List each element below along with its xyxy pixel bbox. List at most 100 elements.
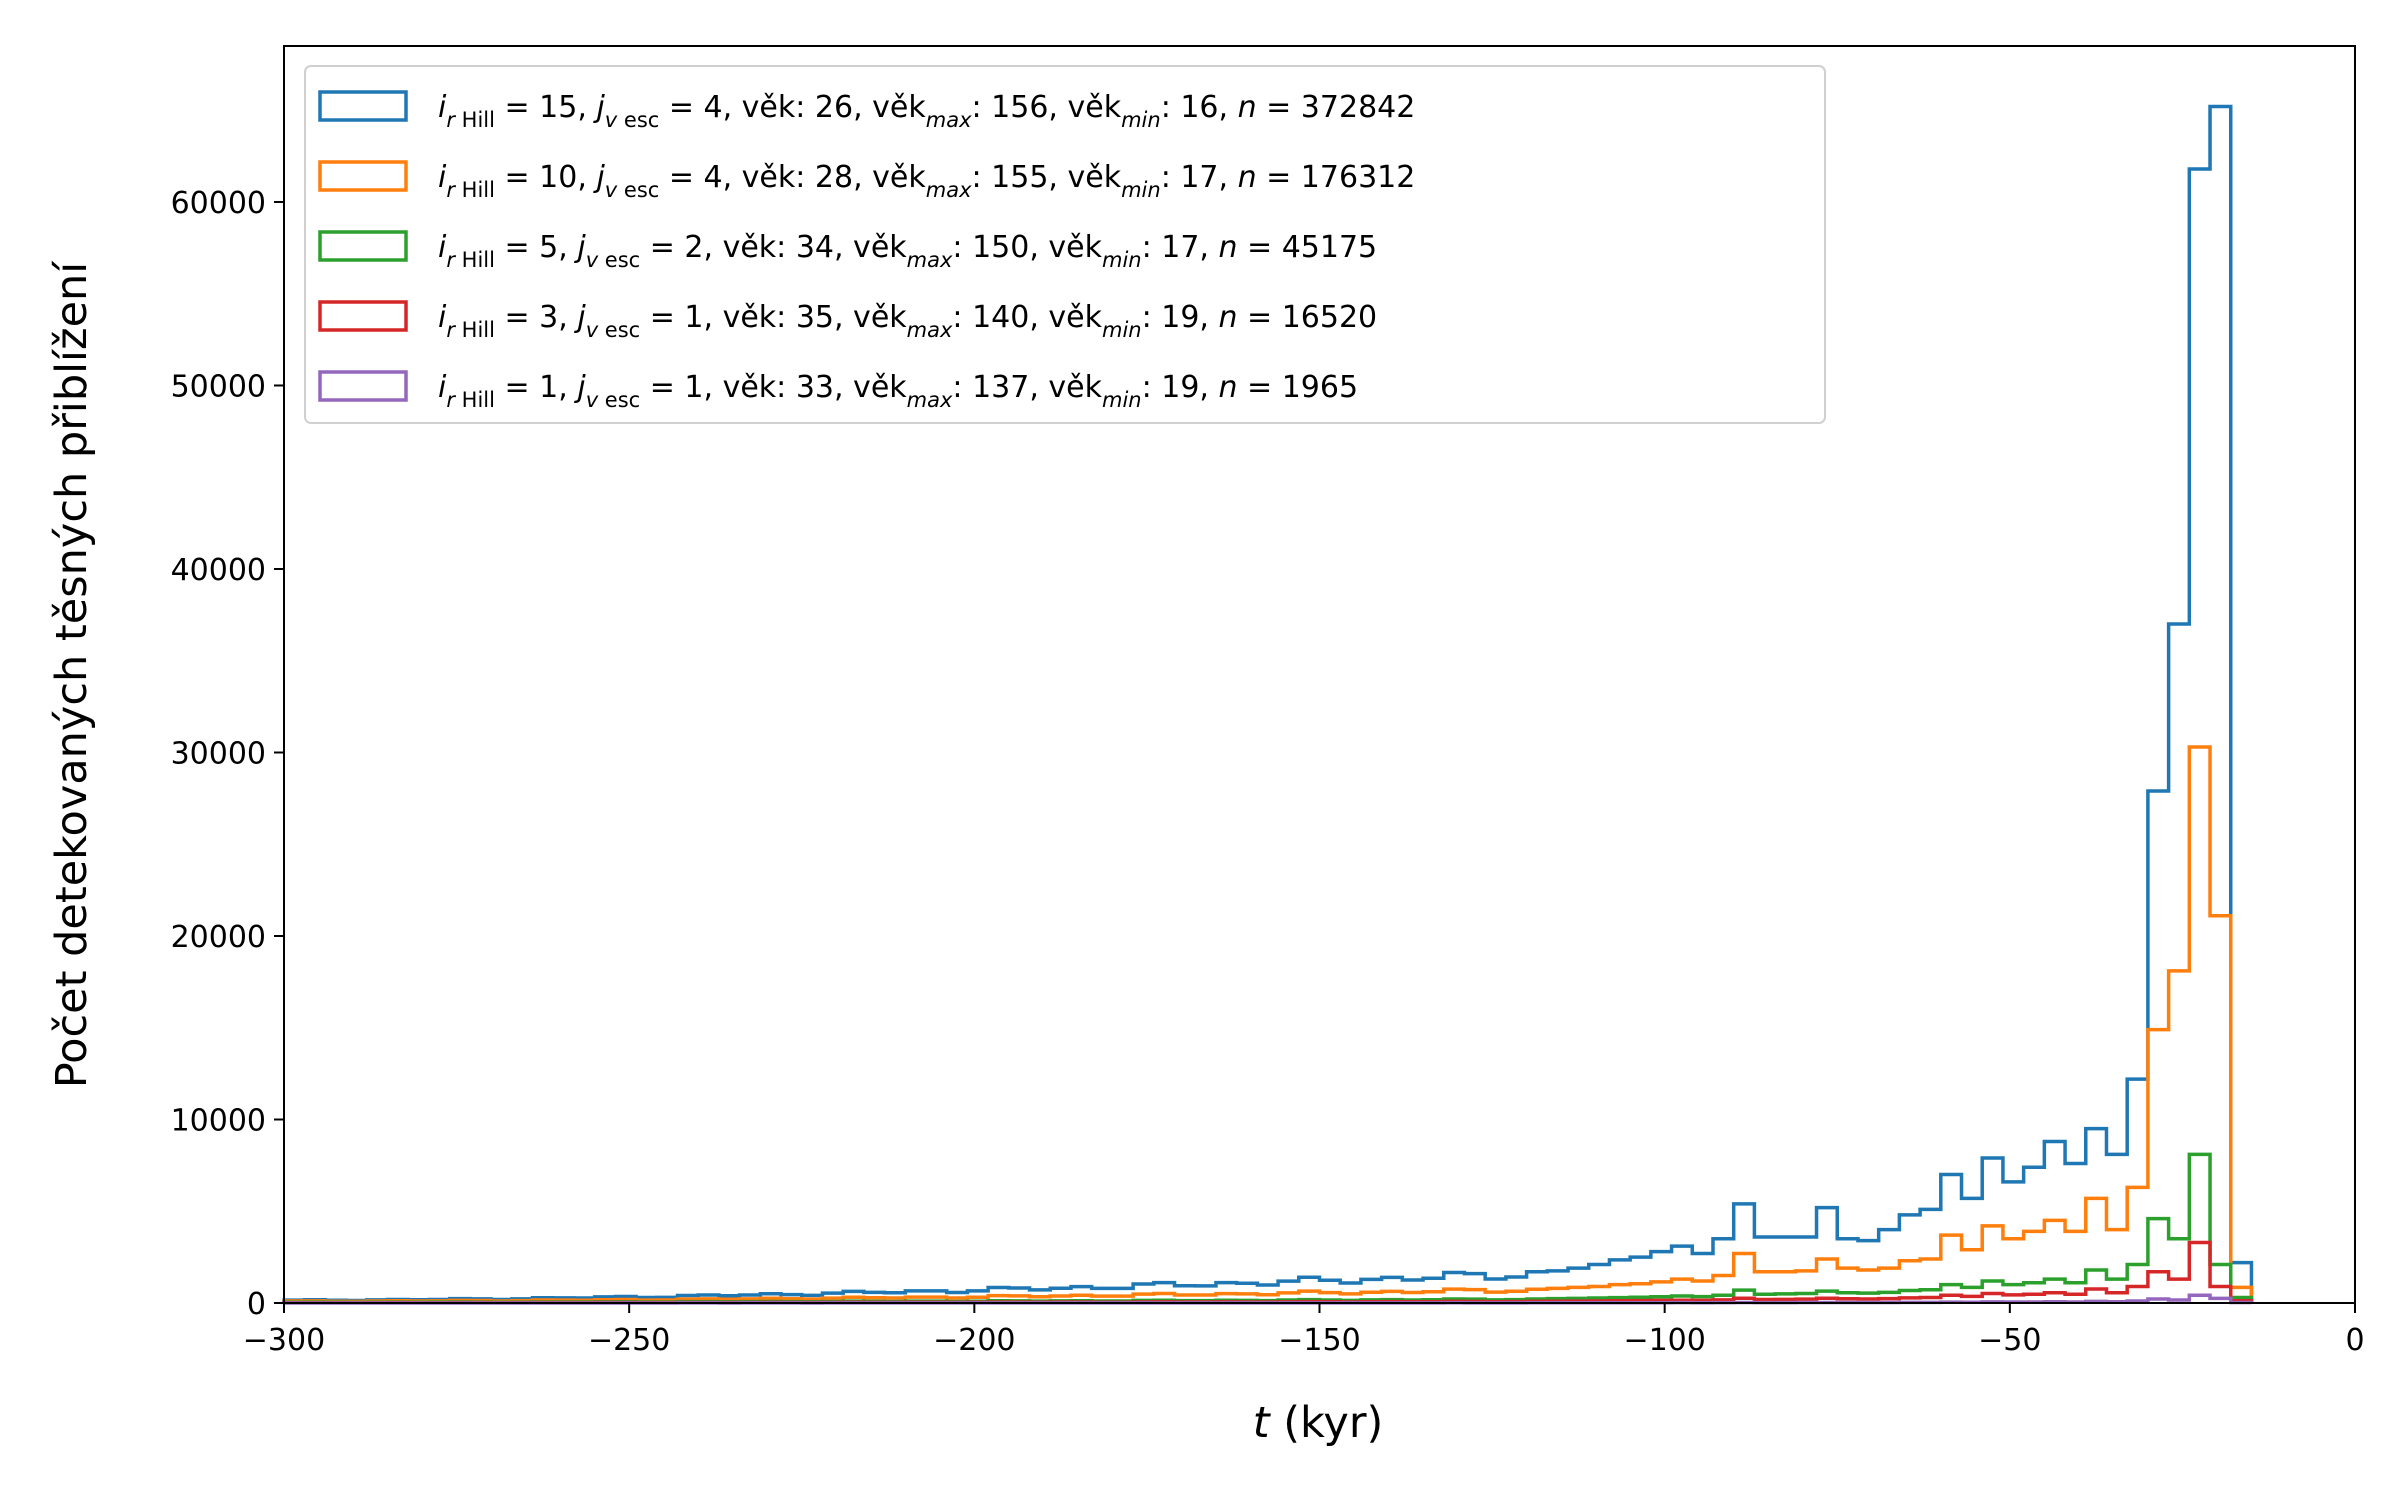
legend-subscript: max — [926, 178, 972, 202]
series-1-outline — [282, 104, 2254, 1303]
legend-text-part: = 3, — [495, 300, 577, 335]
legend-text-part: = 16520 — [1238, 300, 1378, 335]
legend-text-part: r — [446, 318, 456, 342]
legend-text-part: n — [1218, 370, 1237, 405]
legend-subscript: v esc — [586, 248, 641, 272]
legend-text-part: v — [605, 108, 618, 132]
legend-entry: ir Hill = 10, jv esc = 4, věk: 28, věkma… — [318, 160, 1415, 202]
legend-text-part: = 45175 — [1238, 230, 1378, 265]
legend-text-part: : 150, věk — [952, 230, 1102, 265]
y-tick-label: 0 — [247, 1287, 266, 1322]
legend-text-part: r — [446, 178, 456, 202]
y-tick-label: 60000 — [171, 186, 266, 221]
legend-entry: ir Hill = 3, jv esc = 1, věk: 35, věkmax… — [318, 300, 1377, 342]
legend-subscript: max — [907, 248, 953, 272]
legend-text-part: i — [438, 300, 447, 335]
legend-text-part: esc — [598, 248, 640, 272]
legend-text-part: n — [1238, 160, 1257, 195]
legend-subscript: r Hill — [446, 318, 495, 342]
x-tick-label: −200 — [933, 1323, 1015, 1358]
legend-text-part: esc — [598, 318, 640, 342]
legend-text-part: r — [446, 248, 456, 272]
legend-text-part: : 19, — [1142, 300, 1219, 335]
legend-subscript: r Hill — [446, 388, 495, 412]
legend-text-part: j — [573, 370, 586, 405]
legend-text-part: = 1, věk: 33, věk — [640, 370, 907, 405]
legend-subscript: v esc — [586, 388, 641, 412]
legend-subscript: r Hill — [446, 178, 495, 202]
legend-text-part: j — [592, 90, 605, 125]
legend-text-part: = 4, věk: 26, věk — [659, 90, 926, 125]
legend-text-part: v — [586, 318, 599, 342]
legend-subscript: v esc — [586, 318, 641, 342]
legend-entry: ir Hill = 5, jv esc = 2, věk: 34, věkmax… — [318, 230, 1378, 272]
legend-subscript: min — [1102, 388, 1142, 412]
legend-frame — [304, 65, 1826, 424]
x-tick-label: −100 — [1623, 1323, 1705, 1358]
legend-text-part: r — [446, 388, 456, 412]
legend-text-part: esc — [617, 178, 659, 202]
legend-text-part: = 5, — [495, 230, 577, 265]
legend-text-part: = 4, věk: 28, věk — [659, 160, 926, 195]
legend-label: ir Hill = 3, jv esc = 1, věk: 35, věkmax… — [438, 300, 1377, 342]
x-tick-label: 0 — [2345, 1323, 2364, 1358]
legend-subscript: max — [907, 388, 953, 412]
histogram-bin — [2210, 916, 2231, 1303]
y-tick-label: 10000 — [171, 1103, 266, 1138]
legend-text-part: n — [1218, 230, 1237, 265]
legend-text-part: = 15, — [495, 90, 596, 125]
legend-swatch — [318, 370, 408, 402]
y-axis: 0 10000 20000 30000 40000 50000 60000 — [171, 186, 284, 1322]
legend-text-part: = 1, — [495, 370, 577, 405]
x-tick-label: −300 — [243, 1323, 325, 1358]
legend-text-part: Hill — [455, 108, 495, 132]
legend-text-part: : 156, věk — [972, 90, 1122, 125]
y-tick-label: 50000 — [171, 369, 266, 404]
legend-text-part: : 137, věk — [952, 370, 1102, 405]
series-2 — [282, 745, 2254, 1304]
legend-text-part: = 2, věk: 34, věk — [640, 230, 907, 265]
legend-subscript: r Hill — [446, 108, 495, 132]
legend-subscript: v esc — [605, 108, 660, 132]
legend-text-part: n — [1238, 90, 1257, 125]
legend-text-part: v — [586, 248, 599, 272]
x-tick-label: −250 — [588, 1323, 670, 1358]
x-axis: −300 −250 −200 −150 −100 −50 0 — [243, 1303, 2365, 1358]
legend-entry: ir Hill = 15, jv esc = 4, věk: 26, věkma… — [318, 90, 1415, 132]
legend-subscript: min — [1121, 178, 1161, 202]
legend-swatch — [318, 300, 408, 332]
legend-text-part: Hill — [455, 178, 495, 202]
legend-text-part: r — [446, 108, 456, 132]
legend-text-part: esc — [598, 388, 640, 412]
legend-text-part: esc — [617, 108, 659, 132]
legend-text-part: : 155, věk — [972, 160, 1122, 195]
legend-swatch — [318, 230, 408, 262]
series-1 — [282, 104, 2254, 1303]
legend-text-part: : 17, — [1142, 230, 1219, 265]
y-tick-label: 30000 — [171, 736, 266, 771]
y-tick-label: 40000 — [171, 553, 266, 588]
legend-text-part: Hill — [455, 318, 495, 342]
legend-text-part: i — [438, 160, 447, 195]
legend-text-part: i — [438, 370, 447, 405]
legend-subscript: v esc — [605, 178, 660, 202]
legend-text-part: i — [438, 230, 447, 265]
legend-text-part: = 1965 — [1238, 370, 1359, 405]
legend: ir Hill = 15, jv esc = 4, věk: 26, věkma… — [304, 65, 1826, 424]
legend-subscript: min — [1102, 248, 1142, 272]
legend-text-part: v — [605, 178, 618, 202]
legend-text-part: : 140, věk — [952, 300, 1102, 335]
legend-text-part: j — [573, 230, 586, 265]
legend-label: ir Hill = 10, jv esc = 4, věk: 28, věkma… — [438, 160, 1415, 202]
x-axis-variable: t — [1253, 1398, 1272, 1448]
legend-text-part: j — [573, 300, 586, 335]
legend-subscript: min — [1121, 108, 1161, 132]
legend-text-part: : 17, — [1161, 160, 1238, 195]
legend-label: ir Hill = 1, jv esc = 1, věk: 33, věkmax… — [438, 370, 1358, 412]
legend-text-part: n — [1218, 300, 1237, 335]
histogram-bin — [2189, 1295, 2210, 1303]
x-tick-label: −150 — [1278, 1323, 1360, 1358]
y-tick-label: 20000 — [171, 920, 266, 955]
legend-text-part: = 176312 — [1257, 160, 1416, 195]
